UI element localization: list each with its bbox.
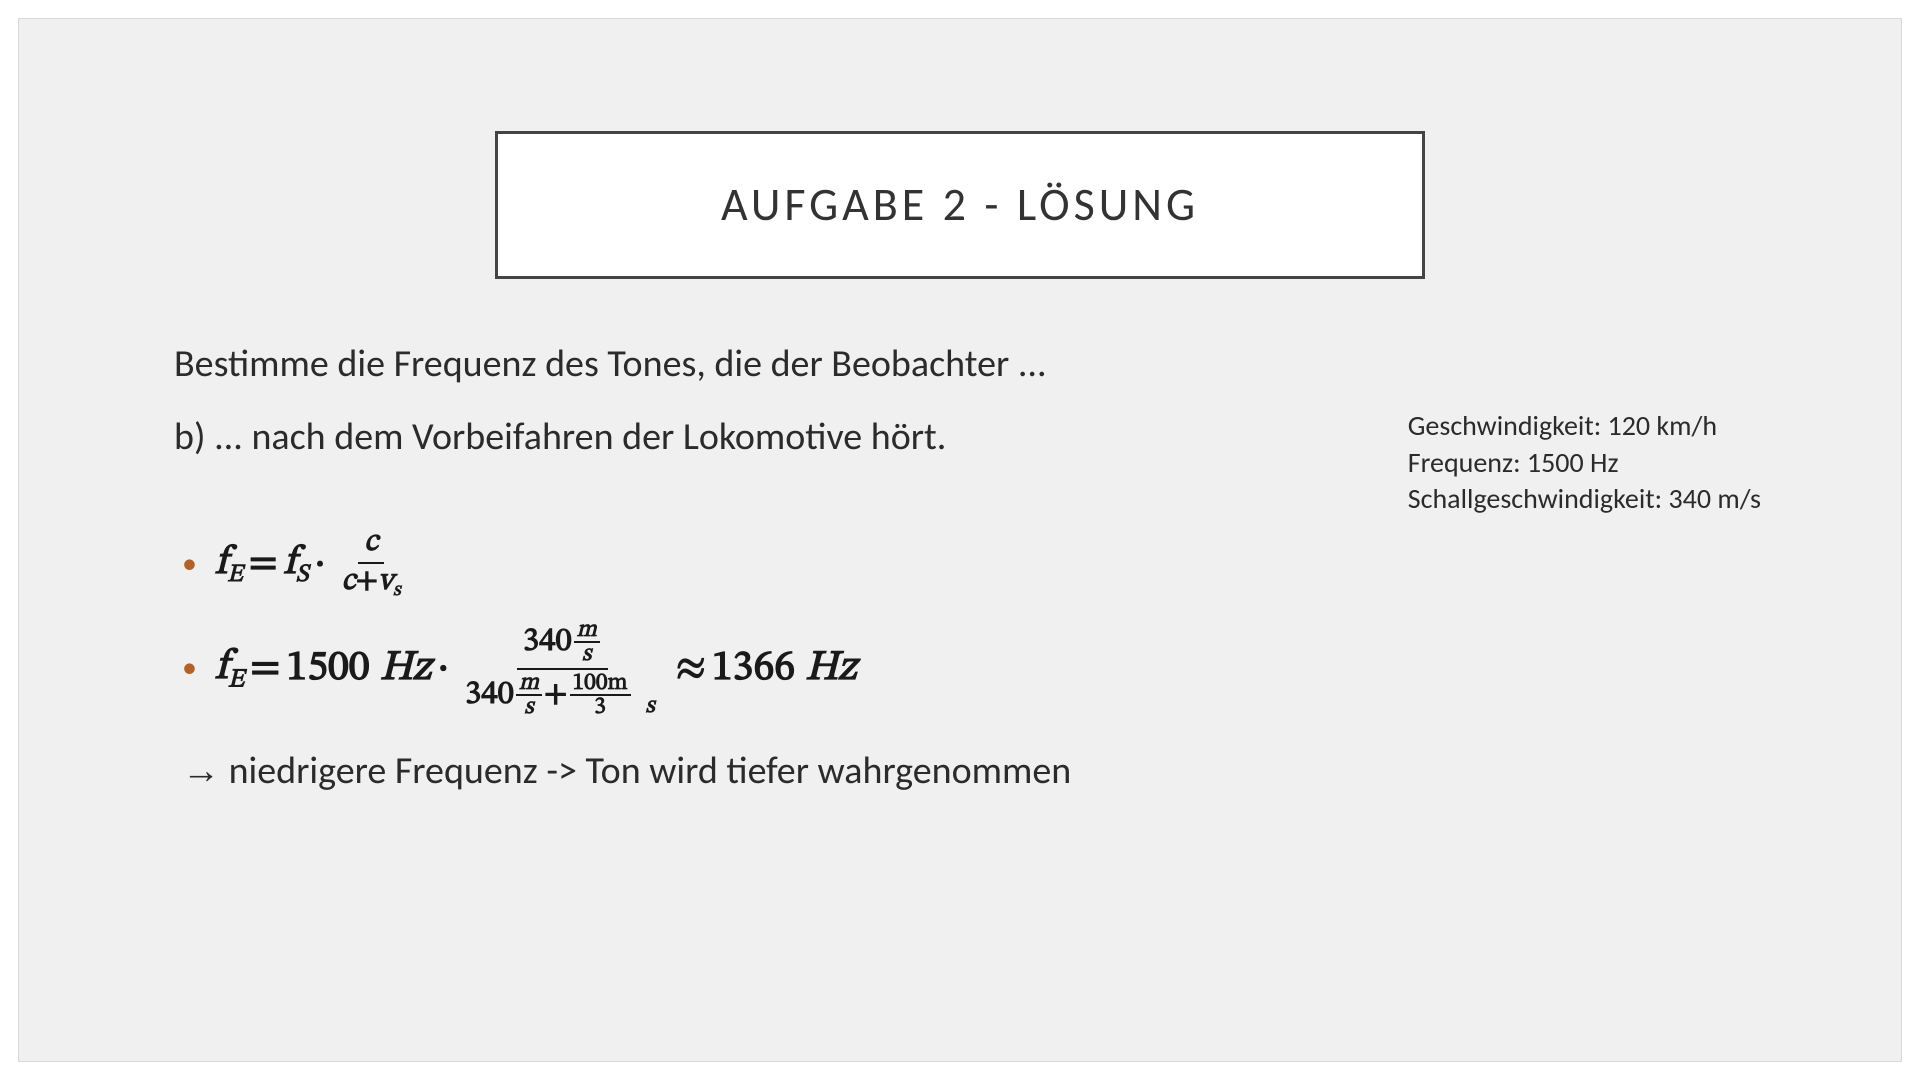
- f2-frac-den: 340ms+100m3 s: [459, 670, 665, 719]
- f2-result-val: 1366: [712, 647, 805, 689]
- given-sound-speed: Schallgeschwindigkeit: 340 m/s: [1408, 481, 1761, 517]
- given-values: Geschwindigkeit: 120 km/h Frequenz: 1500…: [1408, 408, 1761, 517]
- f2-approx: ≈: [676, 640, 706, 697]
- f1-fraction: c c+vs: [336, 527, 407, 600]
- f2-lhs-sub: E: [228, 667, 244, 693]
- prompt-line-1: Bestimme die Frequenz des Tones, die der…: [174, 339, 1781, 390]
- slide: AUFGABE 2 - LÖSUNG Bestimme die Frequenz…: [18, 18, 1902, 1062]
- f2-fraction: 340ms 340ms+100m3 s: [459, 619, 665, 719]
- f1-eq: =: [249, 537, 278, 591]
- slide-title: AUFGABE 2 - LÖSUNG: [721, 177, 1199, 233]
- f1-lhs-sub: E: [227, 562, 243, 587]
- f2-result-unit: Hz: [805, 647, 857, 689]
- conclusion-line: → niedrigere Frequenz -> Ton wird tiefer…: [182, 746, 1781, 797]
- formula-row-1: • fE = fS · c c+vs: [174, 527, 1781, 600]
- given-speed: Geschwindigkeit: 120 km/h: [1408, 408, 1761, 444]
- f2-lhs-var: f: [215, 646, 228, 688]
- title-box: AUFGABE 2 - LÖSUNG: [495, 131, 1425, 279]
- f1-frac-den: c+vs: [336, 564, 407, 600]
- bullet-icon: •: [182, 648, 197, 689]
- f2-eq: =: [250, 640, 280, 697]
- formula-row-2: • fE = 1500 Hz · 340ms 340ms+100m3 s: [174, 619, 1781, 719]
- prompt-row: b) ... nach dem Vorbeifahren der Lokomot…: [174, 412, 1781, 517]
- content-area: Bestimme die Frequenz des Tones, die der…: [174, 339, 1781, 798]
- prompt-line-2: b) ... nach dem Vorbeifahren der Lokomot…: [174, 412, 946, 463]
- f1-dot: ·: [314, 537, 325, 591]
- given-frequency: Frequenz: 1500 Hz: [1408, 445, 1761, 481]
- arrow-icon: →: [182, 750, 220, 792]
- f1-frac-num: c: [358, 527, 384, 564]
- f2-unit1: Hz: [379, 647, 431, 689]
- formula-1: fE = fS · c c+vs: [215, 527, 411, 600]
- conclusion-text: niedrigere Frequenz -> Ton wird tiefer w…: [220, 748, 1071, 794]
- formula-2: fE = 1500 Hz · 340ms 340ms+100m3 s ≈: [215, 619, 857, 719]
- f2-dot: ·: [437, 640, 449, 697]
- f1-lhs-var: f: [215, 543, 227, 583]
- f1-rhs-sub: S: [296, 562, 309, 587]
- f1-rhs-var: f: [284, 543, 296, 583]
- f2-val1: 1500: [286, 647, 379, 689]
- bullet-icon: •: [182, 544, 197, 585]
- f2-frac-num: 340ms: [517, 619, 608, 670]
